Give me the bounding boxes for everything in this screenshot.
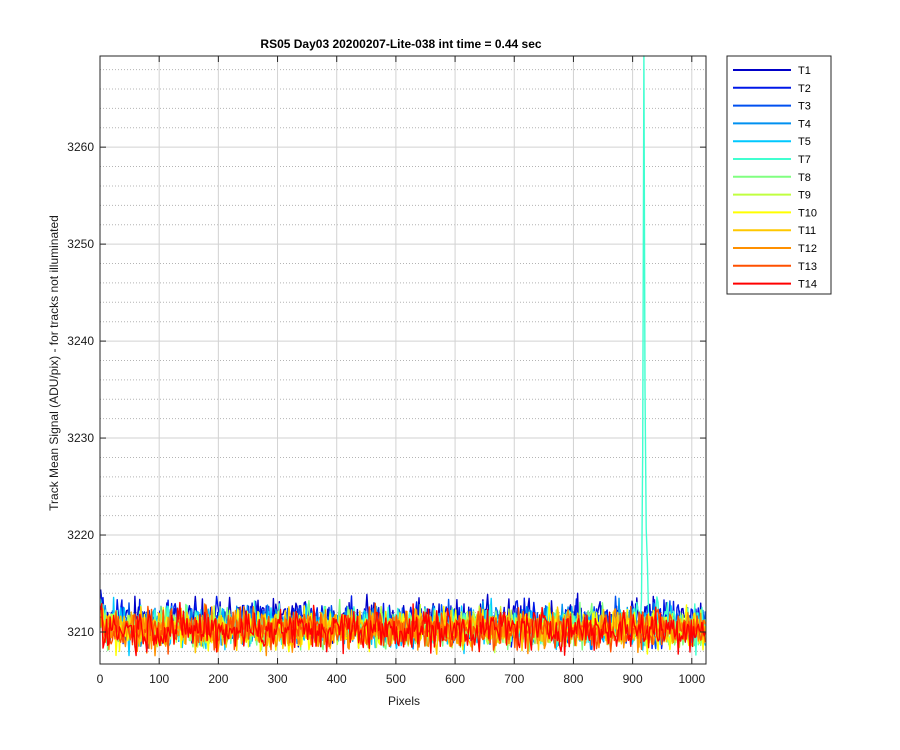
x-tick-labels: 0 100 200 300 400 500 600 700 800 900 1000 (97, 672, 706, 686)
legend-label: T9 (798, 190, 811, 202)
x-tick-label: 200 (208, 672, 228, 686)
legend-label: T8 (798, 172, 811, 184)
legend-item-t13: T13 (733, 261, 817, 273)
legend-item-t8: T8 (733, 172, 811, 184)
x-axis-label: Pixels (388, 694, 420, 708)
y-tick-label: 3240 (67, 334, 94, 348)
legend-item-t12: T12 (733, 243, 817, 255)
x-tick-label: 1000 (678, 672, 705, 686)
legend: T1 T2 T3 T4 T5 T7 T8 T9 T10 T11 T12 T13 T14 (726, 55, 832, 295)
legend-label: T10 (798, 207, 817, 219)
y-tick-label: 3250 (67, 237, 94, 251)
y-tick-label: 3210 (67, 625, 94, 639)
legend-label: T5 (798, 136, 811, 148)
legend-item-t4: T4 (733, 118, 811, 130)
x-tick-label: 300 (268, 672, 288, 686)
x-tick-label: 0 (97, 672, 104, 686)
ticks (99, 56, 706, 664)
legend-label: T11 (798, 225, 816, 237)
series-line-t14 (99, 601, 707, 657)
legend-item-t2: T2 (733, 83, 811, 95)
y-tick-label: 3260 (67, 140, 94, 154)
x-tick-label: 700 (504, 672, 524, 686)
legend-label: T3 (798, 101, 811, 113)
y-tick-label: 3230 (67, 431, 94, 445)
legend-item-t1: T1 (733, 65, 811, 77)
legend-label: T7 (798, 154, 811, 166)
legend-label: T14 (798, 279, 817, 291)
legend-label: T2 (798, 83, 811, 95)
x-tick-label: 900 (623, 672, 643, 686)
legend-label: T1 (798, 65, 811, 77)
grid (99, 56, 706, 664)
axes-box (99, 55, 707, 665)
legend-item-t3: T3 (733, 101, 811, 113)
y-tick-label: 3220 (67, 528, 94, 542)
x-tick-label: 800 (563, 672, 583, 686)
chart-title: RS05 Day03 20200207-Lite-038 int time = … (260, 37, 542, 51)
legend-item-t11: T11 (733, 225, 816, 237)
series-layer (99, 55, 707, 657)
y-axis-label: Track Mean Signal (ADU/pix) - for tracks… (47, 215, 61, 511)
legend-item-t7: T7 (733, 154, 811, 166)
x-tick-label: 400 (327, 672, 347, 686)
legend-item-t10: T10 (733, 207, 817, 219)
legend-box (726, 55, 832, 295)
x-tick-label: 100 (149, 672, 169, 686)
legend-label: T12 (798, 243, 817, 255)
legend-item-t9: T9 (733, 190, 811, 202)
legend-item-t5: T5 (733, 136, 811, 148)
legend-label: T13 (798, 261, 817, 273)
x-tick-label: 500 (386, 672, 406, 686)
x-tick-label: 600 (445, 672, 465, 686)
legend-label: T4 (798, 118, 811, 130)
y-tick-labels: 3210 3220 3230 3240 3250 3260 (67, 140, 94, 639)
legend-item-t14: T14 (733, 279, 817, 291)
